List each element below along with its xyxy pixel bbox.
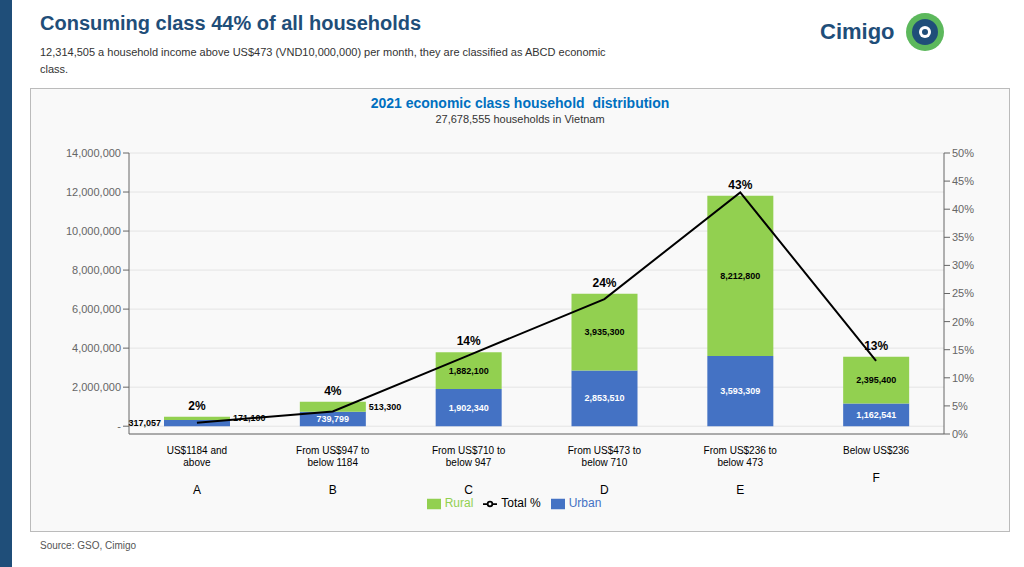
svg-text:-: - [117, 420, 121, 432]
svg-text:5%: 5% [952, 400, 968, 412]
html-text:27,678,555 households in Vietn: 27,678,555 households in Vietnam [435, 113, 605, 125]
html-text:2021 economic class household: 2021 economic class household distributi… [370, 95, 670, 111]
svg-text:0%: 0% [952, 428, 968, 440]
svg-text:8,000,000: 8,000,000 [72, 264, 121, 276]
svg-text:3,935,300: 3,935,300 [584, 327, 624, 337]
svg-text:6,000,000: 6,000,000 [72, 303, 121, 315]
svg-text:From US$473 to: From US$473 to [568, 445, 642, 456]
svg-text:171,100: 171,100 [233, 413, 266, 423]
html-text:12,314,505 a household income: 12,314,505 a household income above US$4… [40, 46, 606, 75]
svg-text:2%: 2% [188, 399, 206, 413]
svg-text:Below US$236: Below US$236 [843, 445, 910, 456]
svg-text:12,000,000: 12,000,000 [66, 186, 121, 198]
html-text:Urban: Urban [568, 496, 602, 510]
svg-text:3,593,309: 3,593,309 [720, 386, 760, 396]
svg-text:15%: 15% [952, 344, 974, 356]
svg-text:1,162,541: 1,162,541 [856, 410, 896, 420]
svg-text:14%: 14% [457, 334, 481, 348]
svg-text:B: B [329, 483, 337, 497]
svg-text:43%: 43% [728, 178, 752, 192]
svg-text:1,902,340: 1,902,340 [449, 403, 489, 413]
svg-text:below 1184: below 1184 [308, 457, 359, 468]
svg-text:US$1184 and: US$1184 and [167, 445, 227, 456]
svg-text:25%: 25% [952, 287, 974, 299]
svg-text:4,000,000: 4,000,000 [72, 342, 121, 354]
svg-text:C: C [464, 483, 473, 497]
svg-text:From US$947 to: From US$947 to [296, 445, 370, 456]
svg-text:From US$710 to: From US$710 to [432, 445, 506, 456]
svg-text:739,799: 739,799 [317, 414, 350, 424]
svg-text:below 710: below 710 [582, 457, 628, 468]
svg-text:10%: 10% [952, 372, 974, 384]
svg-text:20%: 20% [952, 316, 974, 328]
svg-text:50%: 50% [952, 147, 974, 159]
svg-text:1,882,100: 1,882,100 [449, 366, 489, 376]
svg-text:2,395,400: 2,395,400 [856, 375, 896, 385]
svg-text:14,000,000: 14,000,000 [66, 147, 121, 159]
svg-text:D: D [600, 483, 609, 497]
svg-text:35%: 35% [952, 231, 974, 243]
svg-text:F: F [872, 471, 879, 485]
svg-text:10,000,000: 10,000,000 [66, 225, 121, 237]
svg-text:From US$236 to: From US$236 to [704, 445, 778, 456]
svg-text:below 473: below 473 [717, 457, 763, 468]
svg-text:A: A [193, 483, 201, 497]
svg-text:30%: 30% [952, 259, 974, 271]
svg-text:2,853,510: 2,853,510 [584, 393, 624, 403]
svg-text:40%: 40% [952, 203, 974, 215]
svg-text:2,000,000: 2,000,000 [72, 381, 121, 393]
html-text:Rural: Rural [444, 496, 474, 510]
html-text:Cimigo: Cimigo [820, 19, 895, 44]
svg-text:above: above [183, 457, 211, 468]
html-text:Source: GSO, Cimigo: Source: GSO, Cimigo [40, 540, 137, 551]
svg-text:24%: 24% [592, 276, 616, 290]
html-text:Total %: Total % [501, 496, 541, 510]
svg-text:513,300: 513,300 [369, 402, 402, 412]
svg-text:4%: 4% [324, 384, 342, 398]
svg-text:8,212,800: 8,212,800 [720, 271, 760, 281]
svg-text:45%: 45% [952, 175, 974, 187]
svg-text:E: E [736, 483, 744, 497]
svg-text:317,057: 317,057 [128, 418, 161, 428]
svg-text:below 947: below 947 [446, 457, 492, 468]
svg-text:13%: 13% [864, 339, 888, 353]
html-text:Consuming class 44% of all hou: Consuming class 44% of all households [40, 12, 422, 34]
